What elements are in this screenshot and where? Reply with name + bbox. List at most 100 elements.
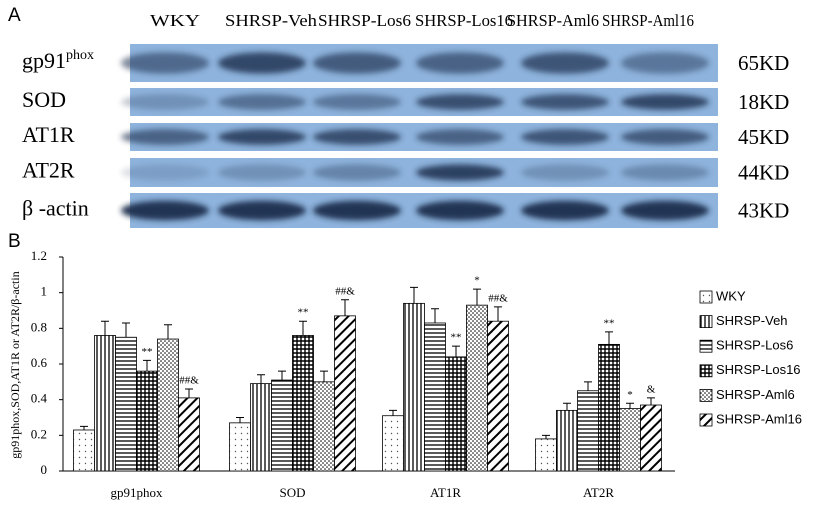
y-tick-label: 0.8 <box>31 319 47 334</box>
bar <box>73 429 95 472</box>
x-tick-label: AT2R <box>583 485 614 500</box>
blot-band <box>313 52 401 74</box>
legend-swatch <box>699 413 713 427</box>
bar <box>178 397 200 472</box>
blot-band <box>121 200 209 221</box>
row-label-text: gp91 <box>22 48 66 73</box>
y-tick-label: 0.6 <box>31 355 48 370</box>
lane-label: SHRSP-Aml6 <box>507 11 599 30</box>
size-label: 65KD <box>738 51 789 75</box>
legend-label: SHRSP-Aml6 <box>716 387 795 402</box>
row-label: gp91phox <box>22 48 94 73</box>
bar <box>229 422 251 472</box>
row-label: AT1R <box>22 122 75 147</box>
size-label: 45KD <box>738 125 789 149</box>
blot-band <box>416 200 504 221</box>
bar <box>136 370 158 472</box>
bar <box>640 404 662 472</box>
blot-band <box>121 164 209 181</box>
bar <box>445 356 467 472</box>
y-tick-label: 1.2 <box>31 248 47 263</box>
row-label: SOD <box>22 87 66 112</box>
panel-label: A <box>8 5 21 26</box>
blot-band <box>218 129 306 145</box>
bar <box>556 409 578 472</box>
error-bar <box>431 308 439 323</box>
legend-swatch <box>699 315 713 329</box>
lane-label: SHRSP-Aml16 <box>602 11 694 30</box>
significance-label: * <box>627 389 633 401</box>
significance-label: ##& <box>179 374 199 386</box>
x-tick-label: AT1R <box>430 485 461 500</box>
blot-band <box>218 200 306 221</box>
blot-band <box>313 164 401 181</box>
bar <box>577 390 599 472</box>
blot-band <box>621 52 709 74</box>
significance-label: ** <box>451 332 462 344</box>
blot-band <box>218 94 306 110</box>
y-tick-label: 0 <box>41 462 48 477</box>
size-label: 18KD <box>738 90 789 114</box>
error-bar <box>410 286 418 304</box>
error-bar <box>389 409 397 416</box>
blot-band <box>218 52 306 74</box>
blot-band <box>621 94 709 110</box>
bar <box>157 338 179 472</box>
blot-band <box>121 94 209 110</box>
error-bar <box>299 320 307 336</box>
legend-swatch <box>699 290 713 304</box>
legend-label: SHRSP-Los16 <box>716 362 801 377</box>
bar <box>535 438 557 472</box>
error-bar <box>542 434 550 439</box>
legend-label: SHRSP-Aml16 <box>716 411 802 426</box>
blot-band <box>521 52 609 74</box>
lane-label: SHRSP-Los6 <box>318 11 411 30</box>
bar <box>271 379 293 472</box>
error-bar <box>143 359 151 372</box>
error-bar <box>563 402 571 411</box>
error-bar <box>80 425 88 430</box>
significance-label: ** <box>142 346 153 358</box>
blot-band <box>621 164 709 181</box>
error-bar <box>473 288 481 306</box>
y-axis-label: gp91phox,SOD,AT1R or AT2R/β-actin <box>8 271 22 458</box>
blot-band <box>521 94 609 110</box>
size-label: 44KD <box>738 160 789 184</box>
error-bar <box>584 381 592 391</box>
row-label-text: AT1R <box>22 122 75 147</box>
bar <box>313 381 335 472</box>
row-label-text: AT2R <box>22 158 75 183</box>
significance-label: * <box>474 275 480 287</box>
legend-label: SHRSP-Veh <box>716 313 788 328</box>
significance-label: & <box>647 383 656 395</box>
error-bar <box>101 320 109 336</box>
blot-panel: A WKY SHRSP-Veh SHRSP-Los6 SHRSP-Los16SHRSP-… <box>8 5 789 228</box>
error-bar <box>320 370 328 382</box>
bar <box>619 408 641 472</box>
row-label: AT2R <box>22 158 75 183</box>
significance-label: ##& <box>335 285 355 297</box>
blot-band <box>521 164 609 181</box>
bar <box>94 335 116 472</box>
error-bar <box>494 306 502 322</box>
row-label-text: β -actin <box>22 196 89 221</box>
bar <box>598 343 620 472</box>
error-bar <box>452 345 460 357</box>
bar <box>403 302 425 472</box>
blot-band <box>416 52 504 74</box>
blot-band <box>521 129 609 145</box>
bar <box>334 315 356 472</box>
row-label-text: SOD <box>22 87 66 112</box>
legend-swatch <box>699 364 713 378</box>
legend-label: WKY <box>716 288 746 303</box>
x-tick-label: gp91phox <box>111 485 164 500</box>
error-bar <box>605 331 613 345</box>
significance-label: ##& <box>488 292 508 304</box>
size-label: 43KD <box>738 198 789 222</box>
bar <box>250 383 272 472</box>
bar <box>424 322 446 472</box>
row-label: β -actin <box>22 196 89 221</box>
y-tick-label: 0.4 <box>31 391 48 406</box>
error-bar <box>626 402 634 409</box>
